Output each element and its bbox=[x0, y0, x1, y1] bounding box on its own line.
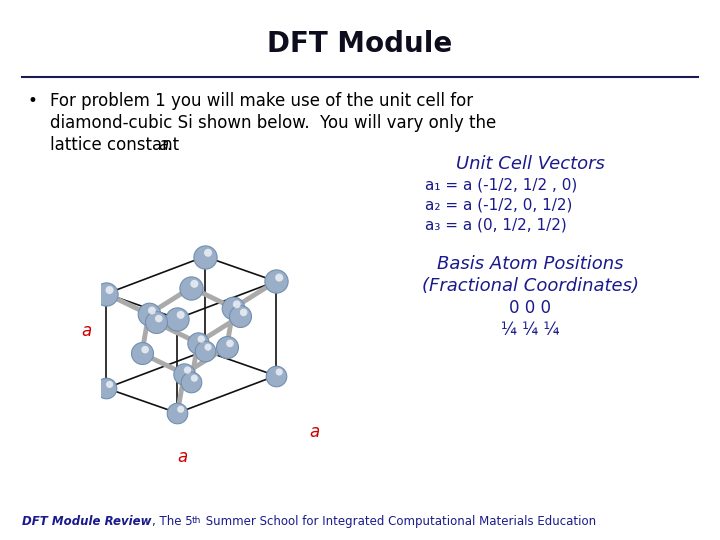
Text: .: . bbox=[166, 136, 171, 154]
Point bbox=[202, 248, 214, 257]
Point bbox=[150, 318, 161, 327]
Point bbox=[202, 343, 214, 352]
Text: diamond-cubic Si shown below.  You will vary only the: diamond-cubic Si shown below. You will v… bbox=[50, 114, 496, 132]
Point bbox=[101, 289, 112, 298]
Point bbox=[181, 366, 193, 374]
Text: a₂ = a (-1/2, 0, 1/2): a₂ = a (-1/2, 0, 1/2) bbox=[425, 197, 572, 212]
Text: ¼ ¼ ¼: ¼ ¼ ¼ bbox=[500, 321, 559, 339]
Point bbox=[270, 277, 282, 286]
Point bbox=[274, 273, 285, 282]
Point bbox=[140, 346, 151, 354]
Text: DFT Module Review: DFT Module Review bbox=[22, 515, 151, 528]
Text: lattice constant: lattice constant bbox=[50, 136, 184, 154]
Text: •: • bbox=[28, 92, 38, 110]
Point bbox=[185, 283, 197, 292]
Point bbox=[171, 314, 183, 323]
Point bbox=[153, 314, 165, 323]
Point bbox=[228, 303, 239, 312]
Text: DFT Module: DFT Module bbox=[267, 30, 453, 58]
Point bbox=[195, 335, 207, 343]
Text: , The 5: , The 5 bbox=[151, 515, 192, 528]
Text: a: a bbox=[158, 136, 168, 154]
Point bbox=[235, 312, 246, 320]
Point bbox=[192, 339, 204, 347]
Text: Summer School for Integrated Computational Materials Education: Summer School for Integrated Computation… bbox=[202, 515, 595, 528]
Point bbox=[171, 409, 183, 417]
Point bbox=[175, 405, 186, 414]
Text: a: a bbox=[309, 423, 320, 441]
Point bbox=[104, 380, 115, 389]
Point bbox=[238, 308, 249, 316]
Text: Basis Atom Positions: Basis Atom Positions bbox=[437, 255, 624, 273]
Point bbox=[189, 374, 200, 382]
Point bbox=[146, 306, 158, 315]
Text: For problem 1 you will make use of the unit cell for: For problem 1 you will make use of the u… bbox=[50, 92, 473, 110]
Point bbox=[185, 377, 197, 386]
Text: (Fractional Coordinates): (Fractional Coordinates) bbox=[421, 277, 639, 295]
Text: a₃ = a (0, 1/2, 1/2): a₃ = a (0, 1/2, 1/2) bbox=[425, 217, 567, 232]
Point bbox=[104, 286, 115, 294]
Text: a₁ = a (-1/2, 1/2 , 0): a₁ = a (-1/2, 1/2 , 0) bbox=[425, 177, 577, 192]
Text: 0 0 0: 0 0 0 bbox=[509, 299, 551, 317]
Text: th: th bbox=[192, 516, 202, 525]
Text: a: a bbox=[81, 322, 92, 340]
Point bbox=[136, 349, 148, 357]
Point bbox=[221, 343, 233, 352]
Point bbox=[270, 372, 282, 380]
Point bbox=[224, 339, 235, 348]
Point bbox=[199, 347, 210, 355]
Point bbox=[189, 280, 200, 288]
Point bbox=[199, 252, 210, 261]
Point bbox=[179, 369, 190, 378]
Text: a: a bbox=[178, 448, 188, 466]
Point bbox=[274, 368, 285, 376]
Point bbox=[143, 310, 155, 319]
Text: Unit Cell Vectors: Unit Cell Vectors bbox=[456, 155, 604, 173]
Point bbox=[101, 384, 112, 393]
Point bbox=[175, 310, 186, 319]
Point bbox=[231, 300, 243, 309]
